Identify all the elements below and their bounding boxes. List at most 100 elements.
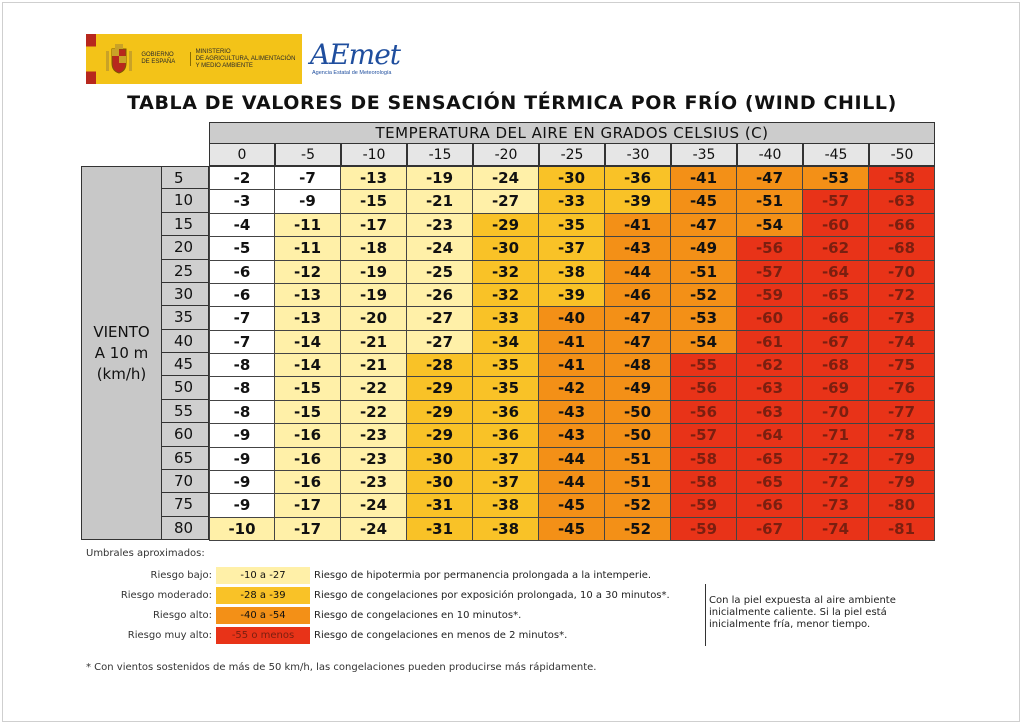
wind-chill-cell: -33 (539, 190, 605, 214)
wind-chill-cell: -47 (605, 330, 671, 354)
wind-chill-cell: -37 (473, 470, 539, 495)
wind-speed-cell: 75 (162, 493, 209, 517)
wind-speed-cell: 65 (162, 446, 209, 470)
wind-chill-cell: -35 (539, 213, 605, 238)
legend-row-very-high: Riesgo muy alto: -55 o menos Riesgo de c… (86, 627, 567, 644)
wind-chill-cell: -30 (539, 167, 605, 191)
wind-label: VIENTO A 10 m (km/h) (81, 166, 162, 540)
wind-chill-cell: -31 (407, 494, 473, 518)
wind-chill-cell: -47 (671, 213, 737, 238)
temperature-row: 0 -5 -10 -15 -20 -25 -30 -35 -40 -45 -50 (209, 144, 935, 166)
wind-speed-cell: 15 (162, 212, 209, 237)
wind-speed-cell: 60 (162, 423, 209, 447)
wind-chill-cell: -9 (209, 447, 275, 471)
wind-chill-cell: -81 (869, 517, 935, 541)
wind-chill-cell: -72 (869, 283, 935, 308)
wind-chill-cell: -54 (671, 330, 737, 354)
temperature-cell: -5 (275, 144, 341, 166)
legend-note: Con la piel expuesta al aire ambiente in… (709, 595, 896, 630)
wind-chill-cell: -33 (473, 307, 539, 331)
wind-chill-cell: -38 (473, 517, 539, 541)
wind-chill-cell: -47 (605, 307, 671, 331)
legend-description: Riesgo de hipotermia por permanencia pro… (314, 570, 652, 581)
wind-chill-cell: -71 (803, 424, 869, 448)
wind-speed-column: 5 10 15 20 25 30 35 40 45 50 55 60 65 70 75 80 (162, 166, 209, 540)
wind-chill-cell: -27 (473, 190, 539, 214)
wind-chill-cell: -64 (803, 260, 869, 284)
wind-chill-cell: -36 (473, 424, 539, 448)
wind-chill-cell: -8 (209, 400, 275, 425)
gobierno-logo: GOBIERNO DE ESPAÑA MINISTERIO DE AGRICUL… (86, 34, 302, 84)
legend-swatch-moderate: -28 a -39 (216, 587, 310, 604)
aemet-subtitle: Agencia Estatal de Meteorología (312, 70, 392, 76)
wind-chill-cell: -27 (407, 330, 473, 354)
wind-chill-cell: -41 (605, 213, 671, 238)
wind-chill-cell: -9 (209, 494, 275, 518)
temperature-cell: -25 (539, 144, 605, 166)
wind-chill-cell: -63 (737, 400, 803, 425)
wind-chill-cell: -24 (473, 167, 539, 191)
wind-chill-cell: -59 (737, 283, 803, 308)
legend-row-moderate: Riesgo moderado: -28 a -39 Riesgo de con… (86, 587, 670, 604)
wind-chill-cell: -47 (737, 167, 803, 191)
wind-chill-cell: -24 (341, 517, 407, 541)
wind-chill-cell: -73 (869, 307, 935, 331)
wind-chill-cell: -29 (407, 400, 473, 425)
legend-description: Riesgo de congelaciones en menos de 2 mi… (314, 630, 568, 641)
wind-chill-cell: -57 (671, 424, 737, 448)
wind-chill-cell: -25 (407, 260, 473, 284)
wind-chill-cell: -41 (539, 330, 605, 354)
wind-chill-cell: -79 (869, 470, 935, 495)
wind-chill-cell: -53 (671, 307, 737, 331)
wind-chill-cell: -30 (473, 237, 539, 261)
wind-chill-cell: -32 (473, 260, 539, 284)
coat-of-arms-icon (102, 39, 135, 79)
legend-name: Riesgo moderado: (120, 590, 212, 601)
wind-chill-cell: -37 (539, 237, 605, 261)
wind-chill-cell: -76 (869, 377, 935, 401)
wind-speed-cell: 45 (162, 353, 209, 377)
wind-speed-cell: 5 (162, 166, 209, 190)
wind-chill-cell: -30 (407, 447, 473, 471)
temperature-cell: -40 (737, 144, 803, 166)
wind-chill-cell: -15 (275, 377, 341, 401)
wind-chill-cell: -65 (803, 283, 869, 308)
wind-chill-cell: -22 (341, 400, 407, 425)
wind-chill-cell: -6 (209, 260, 275, 284)
wind-chill-cell: -14 (275, 330, 341, 354)
wind-chill-cell: -72 (803, 470, 869, 495)
wind-chill-cell: -11 (275, 213, 341, 238)
wind-speed-cell: 20 (162, 236, 209, 260)
wind-chill-cell: -22 (341, 377, 407, 401)
legend-swatch-low: -10 a -27 (216, 567, 310, 584)
temperature-header: TEMPERATURA DEL AIRE EN GRADOS CELSIUS (… (209, 122, 935, 144)
wind-speed-cell: 30 (162, 282, 209, 307)
wind-chill-cell: -39 (539, 283, 605, 308)
aemet-wordmark: AEmet (310, 38, 401, 71)
page-title: TABLA DE VALORES DE SENSACIÓN TÉRMICA PO… (127, 92, 897, 114)
wind-chill-cell: -23 (407, 213, 473, 238)
note-divider (705, 584, 706, 646)
wind-chill-cell: -66 (737, 494, 803, 518)
wind-chill-cell: -16 (275, 470, 341, 495)
temperature-cell: -35 (671, 144, 737, 166)
wind-chill-cell: -7 (209, 307, 275, 331)
wind-chill-cell: -56 (737, 237, 803, 261)
wind-chill-cell: -59 (671, 517, 737, 541)
wind-chill-cell: -31 (407, 517, 473, 541)
wind-chill-cell: -45 (671, 190, 737, 214)
wind-chill-cell: -79 (869, 447, 935, 471)
wind-chill-cell: -74 (803, 517, 869, 541)
wind-chill-cell: -50 (605, 400, 671, 425)
wind-chill-cell: -13 (275, 283, 341, 308)
wind-chill-cell: -68 (803, 354, 869, 378)
wind-chill-cell: -19 (341, 260, 407, 284)
wind-chill-cell: -21 (341, 330, 407, 354)
temperature-cell: 0 (209, 144, 275, 166)
temperature-cell: -50 (869, 144, 935, 166)
wind-chill-cell: -44 (539, 447, 605, 471)
wind-chill-cell: -7 (209, 330, 275, 354)
wind-chill-cell: -78 (869, 424, 935, 448)
wind-chill-cell: -27 (407, 307, 473, 331)
